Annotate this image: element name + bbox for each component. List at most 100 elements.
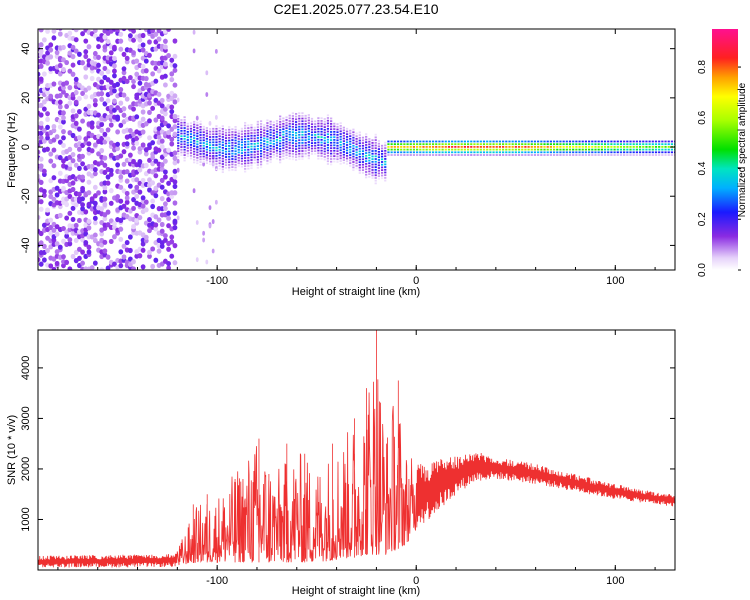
spectrogram-cell <box>256 153 259 156</box>
spectrogram-cell <box>307 157 310 160</box>
spectrogram-cell <box>530 145 533 148</box>
spectrogram-cell <box>339 149 342 152</box>
spectrogram-cell <box>444 151 447 154</box>
spectrogram-cell <box>73 48 79 54</box>
spectrogram-cell <box>228 134 231 137</box>
spectrogram-cell <box>514 154 517 156</box>
spectrogram-cell <box>124 239 130 246</box>
spectrogram-cell <box>263 153 266 156</box>
spectrogram-cell <box>231 158 234 160</box>
spectrogram-cell <box>298 139 301 142</box>
spectrogram-cell <box>556 154 559 156</box>
spectrogram-cell <box>279 126 282 129</box>
spectrogram-cell <box>320 149 323 152</box>
spectrogram-cell <box>371 150 374 152</box>
spectrogram-cell <box>153 39 159 45</box>
spectrogram-cell <box>221 149 224 152</box>
spectrogram-cell <box>240 130 244 133</box>
spectrogram-cell <box>189 127 193 130</box>
spectrogram-cell <box>514 145 517 148</box>
spectrogram-cell <box>285 119 288 121</box>
spectrogram-cell <box>205 162 209 165</box>
spectrogram-cell <box>607 154 610 156</box>
spectrogram-cell <box>521 143 524 146</box>
spectrogram-cell <box>310 134 314 136</box>
spectrogram-cell <box>661 151 664 154</box>
spectrogram-cell <box>658 148 661 151</box>
spectrogram-cell <box>307 130 310 133</box>
spectrogram-cell <box>102 196 108 202</box>
spectrogram-cell <box>57 170 63 176</box>
spectrogram-cell <box>92 232 98 238</box>
spectrogram-cell <box>41 192 47 198</box>
spectrogram-cell <box>196 121 199 124</box>
spectrogram-cell <box>64 80 70 86</box>
spectrogram-cell <box>134 114 140 120</box>
spectrogram-cell <box>172 260 178 266</box>
spectrogram-cell <box>317 136 320 138</box>
spectrogram-cell <box>597 145 600 148</box>
spectrogram-cell <box>463 151 466 154</box>
spectrogram-cell <box>626 154 629 156</box>
spectrogram-cell <box>253 126 256 129</box>
spectrogram-cell <box>441 148 444 151</box>
spectrogram-cell <box>339 152 342 154</box>
spectrogram-cell <box>134 71 140 77</box>
spectrogram-cell <box>121 243 127 249</box>
spectrogram-cell <box>537 143 540 146</box>
spectrogram-cell <box>336 155 339 158</box>
spectrogram-cell <box>294 112 298 115</box>
spectrogram-cell <box>368 167 371 170</box>
spectrogram-cell <box>153 257 159 263</box>
spectrogram-cell <box>137 214 143 221</box>
spectrogram-cell <box>118 263 124 269</box>
spectrogram-cell <box>48 54 54 60</box>
spectrogram-cell <box>282 128 285 131</box>
spectrogram-cell <box>41 127 47 134</box>
spectrogram-cell <box>99 127 105 133</box>
spectrogram-cell <box>196 146 199 148</box>
colorbar-tick-label: 0.4 <box>697 161 708 175</box>
spectrogram-cell <box>153 158 159 164</box>
spectrogram-cell <box>578 154 581 156</box>
spectrogram-cell <box>183 137 186 140</box>
spectrogram-cell <box>664 154 667 156</box>
spectrogram-cell <box>108 188 114 194</box>
spectrogram-cell <box>294 118 298 121</box>
spectrogram-cell <box>234 150 237 153</box>
spectrogram-cell <box>180 127 183 130</box>
spectrogram-cell <box>105 209 111 215</box>
spectrogram-cell <box>355 143 358 146</box>
spectrogram-cell <box>473 143 476 146</box>
spectrogram-cell <box>466 151 470 154</box>
spectrogram-cell <box>374 133 377 136</box>
spectrogram-cell <box>575 154 578 156</box>
spectrogram-cell <box>460 145 463 148</box>
spectrogram-cell <box>435 143 438 146</box>
spectrogram-cell <box>266 154 269 157</box>
spectrogram-cell <box>259 136 263 139</box>
spectrogram-cell <box>317 117 320 120</box>
spectrogram-cell <box>244 135 247 138</box>
spectrogram-cell <box>352 131 355 134</box>
spectrogram-cell <box>298 144 301 147</box>
spectrogram-cell <box>183 143 186 146</box>
spectrogram-cell <box>218 162 221 165</box>
spectrogram-cell <box>218 146 221 148</box>
spectrogram-cell <box>565 148 568 151</box>
spectrogram-cell <box>237 135 240 138</box>
spectrogram-cell <box>272 126 275 129</box>
spectrogram-cell <box>616 154 619 156</box>
spectrogram-x-tick-label: -100 <box>206 275 228 287</box>
spectrogram-cell <box>568 148 572 151</box>
colorbar-tick-label: 0.0 <box>697 263 708 277</box>
spectrogram-cell <box>374 168 377 171</box>
spectrogram-cell <box>365 162 368 165</box>
spectrogram-cell <box>54 241 60 247</box>
spectrogram-cell <box>320 117 323 120</box>
spectrogram-cell <box>463 143 466 146</box>
spectrogram-cell <box>77 95 82 102</box>
spectrogram-cell <box>307 135 310 138</box>
spectrogram-cell <box>377 142 380 145</box>
spectrogram-cell <box>156 147 162 153</box>
